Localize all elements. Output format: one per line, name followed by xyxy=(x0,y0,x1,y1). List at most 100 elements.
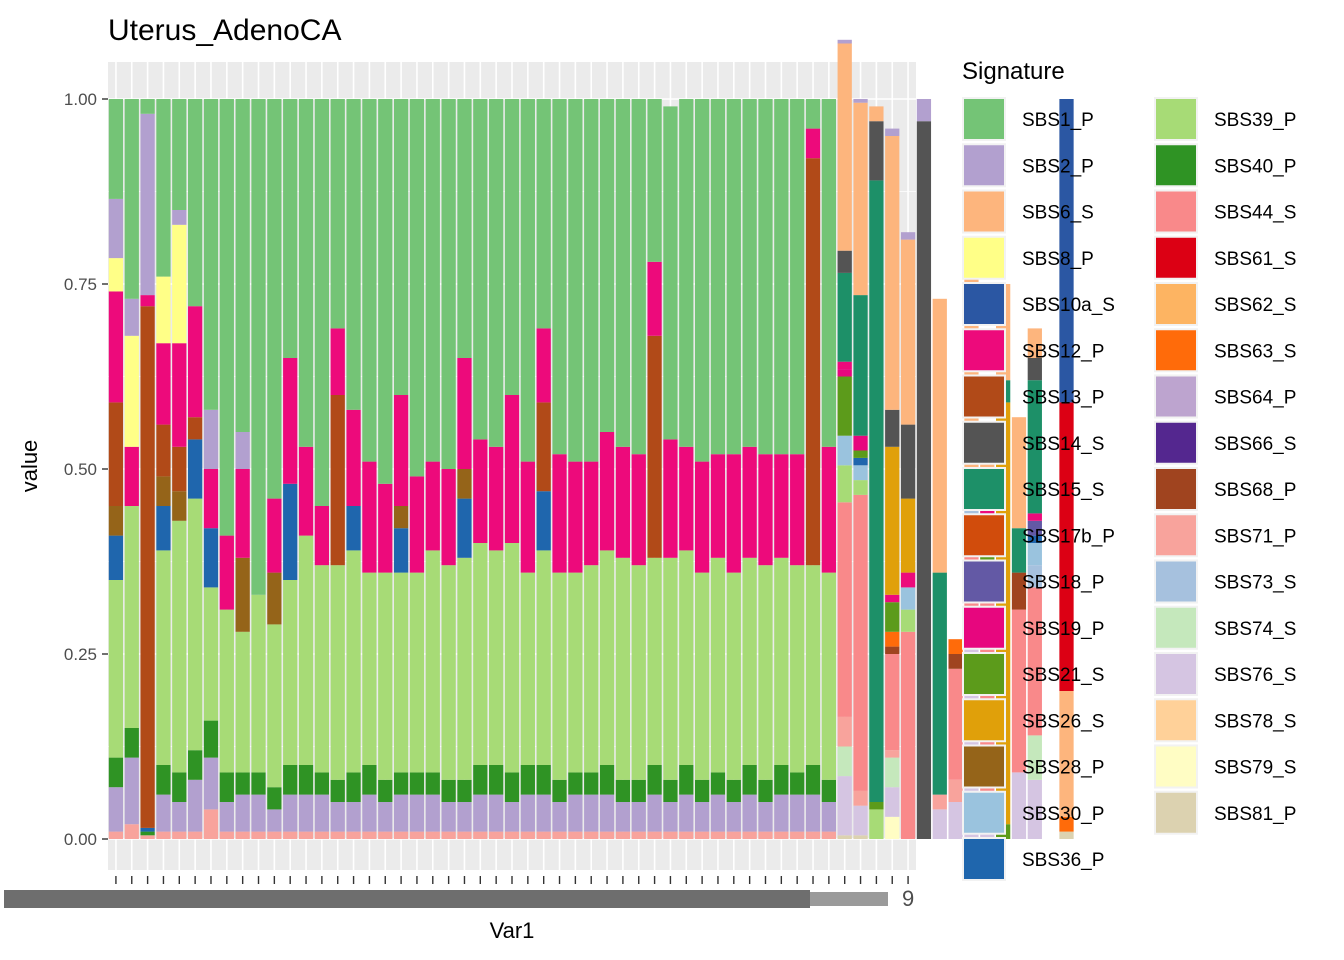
bar-segment-sbs2-p xyxy=(568,794,583,832)
legend-label-sbs2-p: SBS2_P xyxy=(1022,156,1094,177)
bar-segment-sbs39-p xyxy=(283,580,298,765)
bar-segment-sbs71-p xyxy=(663,831,678,839)
bar-segment-sbs13-p xyxy=(805,158,821,566)
bar-segment-sbs40-p xyxy=(489,765,504,795)
bar-segment-sbs2-p xyxy=(124,298,139,336)
bar-segment-sbs2-p xyxy=(441,802,456,832)
bar-segment-sbs63-s xyxy=(1059,816,1074,832)
bar-segment-sbs40-p xyxy=(615,779,631,802)
x-axis: 9 xyxy=(4,876,914,911)
bar-segment-sbs71-p xyxy=(457,831,472,839)
bar-segment-sbs39-p xyxy=(203,587,219,721)
legend-swatch-sbs26-s xyxy=(964,700,1004,741)
bar-segment-sbs21-s xyxy=(837,376,852,436)
legend-label-sbs10a-s: SBS10a_S xyxy=(1022,295,1115,316)
bar-segment-sbs73-s xyxy=(1027,565,1042,588)
bar-segment-sbs1-p xyxy=(108,99,124,199)
bar-segment-sbs13-p xyxy=(108,402,124,506)
legend-swatch-sbs21-s xyxy=(964,654,1004,694)
bar-segment-sbs40-p xyxy=(188,750,203,780)
bar-segment-sbs6-s xyxy=(900,239,916,425)
bar-segment-sbs44-s xyxy=(837,502,852,717)
bar-segment-sbs1-p xyxy=(473,99,488,440)
legend: Signature SBS1_P SBS2_P SBS6_S SBS8_P SBS10a… xyxy=(962,58,1296,881)
bar-segment-sbs71-p xyxy=(853,790,868,806)
bar-segment-sbs12-p xyxy=(615,446,631,558)
bar-segment-sbs2-p xyxy=(393,794,409,832)
bar-segment-sbs39-p xyxy=(108,580,124,758)
bar-segment-sbs2-p xyxy=(108,198,124,259)
bar-segment-sbs18-p xyxy=(1027,520,1042,536)
bar-segment-sbs71-p xyxy=(504,831,520,839)
legend-label-sbs19-p: SBS19_P xyxy=(1022,619,1104,640)
bar-segment-sbs2-p xyxy=(758,802,773,832)
bar-segment-sbs68-p xyxy=(948,654,963,669)
bar-segment-sbs13-p xyxy=(188,417,203,440)
bar-segment-sbs39-p xyxy=(425,550,440,773)
bar-segment-sbs1-p xyxy=(615,99,631,447)
bar-segment-sbs12-p xyxy=(441,469,456,566)
bar-segment-sbs39-p xyxy=(362,572,377,765)
bar-segment-sbs1-p xyxy=(520,99,535,462)
bar-segment-sbs40-p xyxy=(393,772,409,795)
legend-swatch-sbs14-s xyxy=(964,422,1004,463)
legend-label-sbs36-p: SBS36_P xyxy=(1022,850,1104,871)
bar-segment-sbs39-p xyxy=(869,809,884,839)
bar-segment-sbs36-p xyxy=(140,827,155,832)
bar-segment-sbs40-p xyxy=(251,772,266,795)
bar-segment-sbs81-p xyxy=(837,835,852,839)
bar-segment-sbs71-p xyxy=(330,831,345,839)
legend-swatch-sbs68-p xyxy=(1156,469,1196,509)
bar-segment-sbs71-p xyxy=(552,831,567,839)
bar-segment-sbs71-p xyxy=(520,831,535,839)
bar-segment-sbs2-p xyxy=(552,802,567,832)
bar-segment-sbs39-p xyxy=(378,572,393,780)
bar-segment-sbs1-p xyxy=(156,99,171,277)
bar-segment-sbs40-p xyxy=(726,779,741,802)
bar-segment-sbs40-p xyxy=(742,765,757,795)
bar-segment-sbs2-p xyxy=(916,99,932,122)
bar-segment-sbs71-p xyxy=(821,831,836,839)
bar-segment-sbs71-p xyxy=(219,831,234,839)
bar-segment-sbs71-p xyxy=(805,831,821,839)
bar-segment-sbs12-p xyxy=(108,291,124,403)
legend-label-sbs1-p: SBS1_P xyxy=(1022,110,1094,131)
bar-segment-sbs36-p xyxy=(108,535,124,580)
bar-segment-sbs12-p xyxy=(314,506,330,566)
bar-segment-sbs2-p xyxy=(362,794,377,832)
bar-segment-sbs21-s xyxy=(885,602,900,632)
bar-segment-sbs12-p xyxy=(647,261,662,336)
bar-segment-sbs71-p xyxy=(378,831,393,839)
legend-swatch-sbs66-s xyxy=(1156,422,1196,463)
bar-segment-sbs1-p xyxy=(631,99,646,455)
bar-segment-sbs2-p xyxy=(631,802,646,832)
bar-segment-sbs1-p xyxy=(710,99,726,455)
bar-segment-sbs2-p xyxy=(742,794,757,832)
y-axis-title: value xyxy=(17,440,42,493)
bar-segment-sbs71-p xyxy=(599,831,615,839)
bar-segment-sbs40-p xyxy=(235,772,250,795)
bar-segment-sbs39-p xyxy=(441,565,456,780)
bar-segment-sbs36-p xyxy=(393,528,409,573)
bar-segment-sbs39-p xyxy=(156,550,171,765)
bar-segment-sbs81-p xyxy=(1059,831,1074,839)
legend-swatch-sbs61-s xyxy=(1156,237,1196,278)
bar-segment-sbs2-p xyxy=(140,113,155,296)
bar-segment-sbs2-p xyxy=(235,432,250,469)
bar-segment-sbs6-s xyxy=(1011,417,1027,529)
bar-segment-sbs2-p xyxy=(504,802,520,832)
bar-segment-sbs39-p xyxy=(837,465,852,503)
bar-segment-sbs39-p xyxy=(489,550,504,765)
bar-segment-sbs40-p xyxy=(790,772,805,795)
bar-segment-sbs2-p xyxy=(298,794,314,832)
bar-segment-sbs39-p xyxy=(758,565,773,780)
bar-segment-sbs39-p xyxy=(457,557,472,780)
bar-segment-sbs40-p xyxy=(821,779,836,802)
bar-segment-sbs14-s xyxy=(869,121,884,181)
bar-segment-sbs13-p xyxy=(536,402,551,492)
legend-label-sbs73-s: SBS73_S xyxy=(1214,573,1296,594)
bar-segment-sbs19-p xyxy=(837,369,852,377)
bar-segment-sbs1-p xyxy=(599,99,615,432)
bar-segment-sbs14-s xyxy=(1027,358,1042,381)
